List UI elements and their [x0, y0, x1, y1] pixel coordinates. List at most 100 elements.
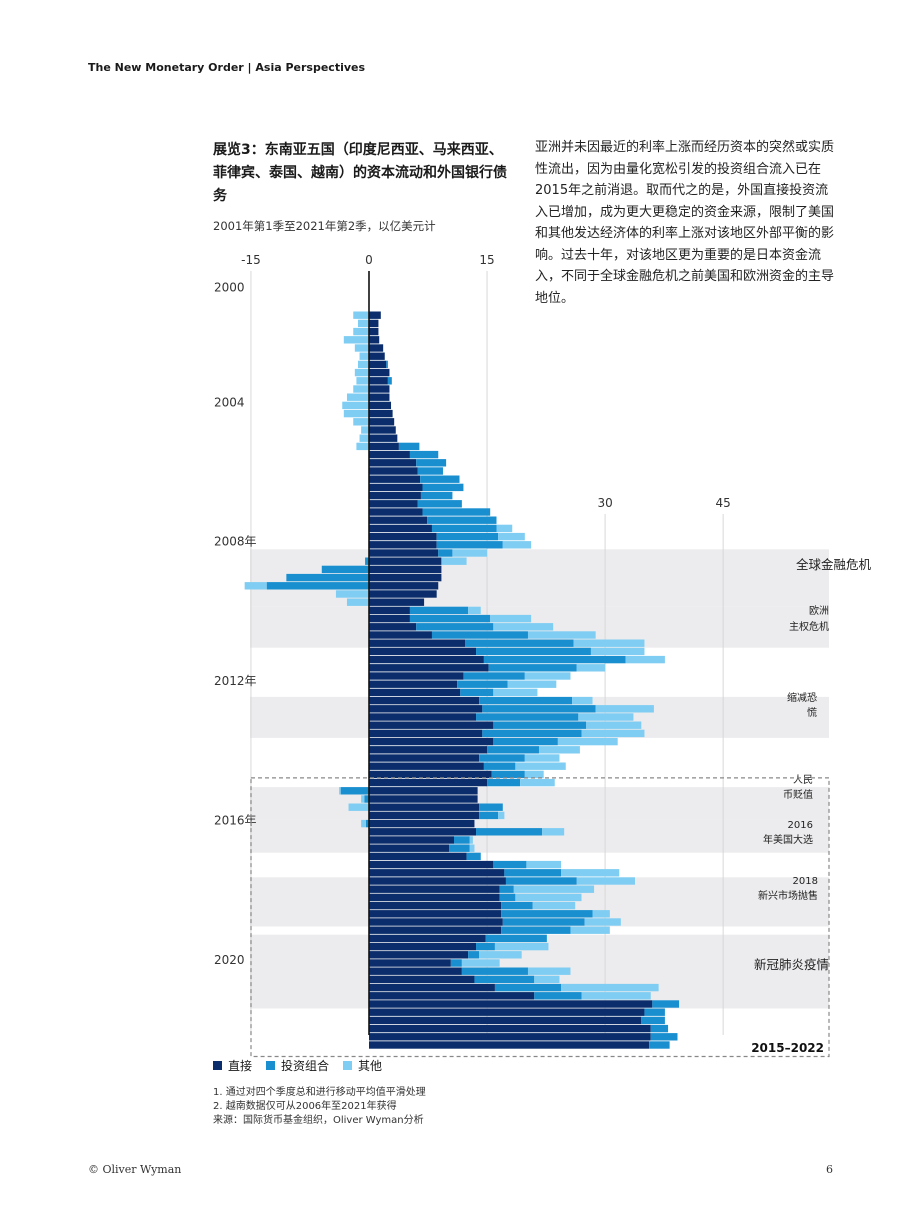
- bar-other: [490, 614, 532, 623]
- bar-direct: [369, 475, 421, 483]
- legend-label-direct: 直接: [228, 1059, 253, 1073]
- bar-direct: [369, 729, 483, 738]
- bar-direct: [369, 623, 417, 631]
- legend-swatch-other: [343, 1061, 353, 1070]
- bar-other: [573, 639, 645, 647]
- bar-direct: [369, 377, 388, 385]
- legend-swatch-portfolio: [266, 1061, 276, 1070]
- bar-direct: [369, 1016, 642, 1025]
- highlight-label: 2015–2022: [751, 1041, 824, 1055]
- bar-other: [469, 844, 475, 852]
- bar-direct: [369, 869, 505, 877]
- bar-direct: [369, 532, 437, 541]
- x-tick-label: 45: [716, 496, 731, 510]
- bar-other: [576, 664, 606, 672]
- bar-direct: [369, 926, 502, 934]
- bar-direct: [369, 311, 381, 319]
- bar-portfolio: [420, 475, 460, 483]
- bar-other: [346, 393, 369, 401]
- bar-other: [592, 910, 610, 918]
- bar-other: [494, 942, 549, 951]
- bar-portfolio: [483, 655, 626, 664]
- bar-direct: [369, 360, 387, 369]
- bar-portfolio: [266, 582, 369, 590]
- bar-other: [342, 401, 369, 410]
- bar-direct: [369, 336, 380, 344]
- bar-direct: [369, 901, 502, 910]
- bar-portfolio: [479, 696, 573, 705]
- event-label: 币贬值: [783, 788, 813, 801]
- bar-portfolio: [431, 524, 497, 533]
- bar-other: [527, 631, 596, 639]
- bar-portfolio: [482, 729, 582, 738]
- bar-direct: [369, 754, 480, 762]
- bar-portfolio: [416, 459, 447, 467]
- bar-direct: [369, 762, 484, 770]
- event-label: 慌: [807, 707, 817, 719]
- bar-direct: [369, 565, 442, 574]
- bar-portfolio: [501, 926, 571, 934]
- bar-direct: [369, 828, 477, 836]
- bar-portfolio: [479, 811, 499, 820]
- bar-other: [353, 327, 369, 336]
- bar-direct: [369, 483, 423, 492]
- bar-portfolio: [482, 705, 596, 713]
- bar-direct: [369, 770, 492, 779]
- bar-other: [353, 385, 369, 393]
- commentary-text: 亚洲并未因最近的利率上涨而经历资本的突然或实质性流出，因为由量化宽松引发的投资组…: [535, 140, 835, 306]
- chart-notes: 1. 通过对四个季度总和进行移动平均值平滑处理 2. 越南数据仅可从2006年至…: [213, 1086, 426, 1128]
- footer-copyright: © Oliver Wyman: [88, 1163, 182, 1176]
- bar-other: [354, 368, 369, 377]
- bar-portfolio: [422, 483, 464, 492]
- bar-other: [361, 426, 369, 434]
- event-label: 全球金融危机: [796, 557, 872, 572]
- bar-other: [526, 860, 562, 869]
- bar-other: [586, 721, 642, 729]
- bar-other: [581, 729, 645, 738]
- bar-other: [346, 598, 369, 606]
- bar-other: [515, 893, 582, 902]
- bar-portfolio: [476, 828, 543, 836]
- bar-direct: [369, 746, 488, 754]
- bar-portfolio: [504, 869, 562, 877]
- bar-portfolio: [476, 713, 579, 721]
- bar-portfolio: [463, 672, 525, 680]
- bar-other: [524, 672, 571, 680]
- legend-item-other: 其他: [343, 1057, 382, 1074]
- bar-direct: [369, 582, 439, 590]
- bar-other: [357, 360, 369, 369]
- bar-portfolio: [487, 746, 539, 754]
- bar-other: [356, 442, 369, 451]
- bar-other: [502, 541, 532, 549]
- bar-other: [359, 352, 369, 360]
- bar-direct: [369, 918, 503, 926]
- bar-direct: [369, 893, 500, 902]
- bar-direct: [369, 467, 418, 475]
- bar-portfolio: [420, 491, 453, 500]
- bar-direct: [369, 639, 466, 647]
- bar-direct: [369, 910, 502, 918]
- bar-direct: [369, 836, 454, 844]
- bar-direct: [369, 368, 390, 377]
- bar-other: [524, 754, 560, 762]
- year-label: 2020: [214, 953, 245, 967]
- bar-direct: [369, 606, 410, 615]
- event-label: 欧洲: [809, 605, 829, 617]
- year-label: 2008年: [214, 535, 257, 549]
- bar-portfolio: [340, 787, 369, 795]
- bar-portfolio: [474, 975, 535, 984]
- bar-direct: [369, 696, 480, 705]
- bar-portfolio: [453, 836, 470, 844]
- bar-portfolio: [501, 901, 533, 910]
- bar-direct: [369, 844, 450, 852]
- highlight-box: [250, 777, 830, 1058]
- bar-direct: [369, 811, 480, 820]
- bar-direct: [369, 598, 425, 606]
- note-1: 1. 通过对四个季度总和进行移动平均值平滑处理: [213, 1087, 426, 1098]
- bar-other: [542, 828, 565, 836]
- event-label: 主权危机: [789, 620, 829, 633]
- event-band: [250, 787, 829, 820]
- bar-other: [348, 803, 369, 811]
- note-2: 2. 越南数据仅可从2006年至2021年获得: [213, 1101, 397, 1112]
- event-label: 新兴市场抛售: [758, 889, 818, 902]
